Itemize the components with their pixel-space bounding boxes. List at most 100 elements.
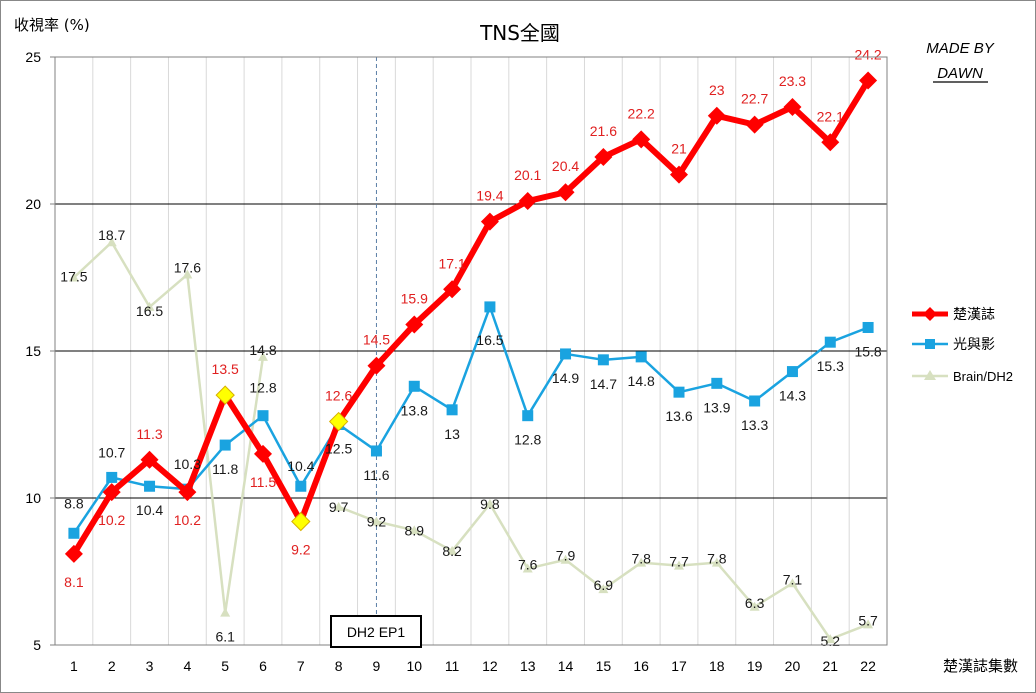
series-1-data-label: 13.5 [212,361,239,377]
series-2-data-label: 16.5 [476,332,503,348]
series-2-marker [144,480,156,492]
series-3-marker [522,563,533,573]
series-1-data-label: 9.2 [291,542,311,558]
annotation-label: DH2 EP1 [347,624,406,640]
series-1-marker [254,444,272,463]
series-1-marker [102,483,121,502]
series-1-marker [291,511,311,532]
series-2-data-label: 10.4 [136,502,163,518]
x-tick-label: 14 [558,658,574,674]
series-2-marker [711,377,723,389]
series-1-data-label: 22.2 [628,105,655,121]
series-1-marker [367,356,386,375]
series-3-data-label: 9.8 [480,496,500,512]
series-3-data-label: 7.6 [518,557,538,573]
x-tick-label: 18 [709,658,725,674]
series-layer [64,71,878,644]
x-tick-label: 13 [520,658,536,674]
series-3-marker [598,584,609,594]
series-2-marker [862,321,874,333]
series-2-marker [446,404,458,416]
series-3-marker [182,269,193,279]
x-tick-label: 4 [183,658,191,674]
series-2-data-label: 11.8 [212,461,238,477]
series-2-marker [560,348,572,360]
series-2-marker [522,410,534,422]
series-2-marker [786,366,798,378]
series-1-marker [215,385,235,405]
series-1-data-label: 10.2 [98,512,125,528]
series-3-data-label: 9.7 [329,499,349,515]
series-2-data-label: 13.9 [703,399,730,415]
series-2-marker [68,527,80,539]
series-3-marker [447,545,458,555]
grid [55,56,887,646]
series-1-data-label: 8.1 [64,574,84,590]
series-1-data-label: 22.7 [741,91,768,107]
series-3-data-label: 9.2 [367,514,387,530]
series-3-marker [749,601,760,611]
series-1-data-label: 24.2 [854,47,881,63]
series-3-data-label: 5.2 [821,633,841,649]
x-axis-label: 楚漢誌集數 [943,657,1018,675]
x-tick-label: 12 [482,658,498,674]
legend-label-series-2: 光與影 [953,337,995,353]
y-tick-label: 25 [25,49,41,65]
series-3-marker [68,272,79,282]
series-3-data-label: 6.3 [745,595,765,611]
series-3-line [73,240,265,614]
series-2-data-label: 14.8 [628,373,655,389]
series-2-data-label: 10.4 [287,458,314,474]
series-2-marker [370,445,382,457]
x-tick-label: 10 [406,658,422,674]
series-1-marker [821,133,840,152]
series-2-data-label: 15.3 [817,358,844,374]
series-1-marker [64,544,83,563]
series-1-data-label: 12.6 [325,388,352,404]
series-3-marker [711,557,722,567]
series-2-marker [408,380,420,392]
series-3-data-label: 7.8 [631,551,651,567]
y-tick-label: 15 [25,343,41,359]
series-3-data-label: 18.7 [98,227,125,243]
series-1-data-label: 19.4 [476,188,503,204]
watermark-line1: MADE BY [926,40,995,57]
series-3-marker [333,501,344,511]
series-2-data-label: 15.8 [854,343,881,359]
series-2-data-label: 13.8 [401,402,428,418]
x-tick-label: 6 [259,658,267,674]
series-3-data-label: 17.5 [60,269,87,285]
chart-title: TNS全國 [479,21,560,45]
series-2-data-label: 10.7 [98,444,125,460]
series-3-marker [787,578,798,588]
legend: 楚漢誌 光與影 Brain/DH2 [912,307,1013,384]
series-1-line [71,78,871,556]
series-2-marker [484,301,496,313]
series-1-marker [405,315,424,334]
series-2-data-label: 14.9 [552,370,579,386]
series-2-data-label: 12.5 [325,441,352,457]
series-2-marker [673,386,685,398]
series-1-marker [670,165,688,184]
series-1-marker [594,147,613,166]
x-tick-label: 15 [596,658,612,674]
series-3-data-label: 16.5 [136,303,163,319]
series-1-marker [783,97,802,116]
x-tick-label: 5 [221,658,229,674]
y-tick-label: 20 [25,196,41,212]
x-tick-label: 21 [822,658,838,674]
x-tick-label: 17 [671,658,687,674]
y-tick-label: 10 [25,490,41,506]
series-3-data-label: 7.8 [707,551,727,567]
series-1-data-label: 11.3 [136,426,162,442]
series-2-marker [257,410,269,422]
series-3-marker [560,554,571,564]
y-tick-label: 5 [33,637,41,653]
series-2-marker [635,351,647,363]
series-2-data-label: 14.7 [590,376,617,392]
series-3-marker [484,498,495,508]
series-1-data-label: 15.9 [401,291,428,307]
